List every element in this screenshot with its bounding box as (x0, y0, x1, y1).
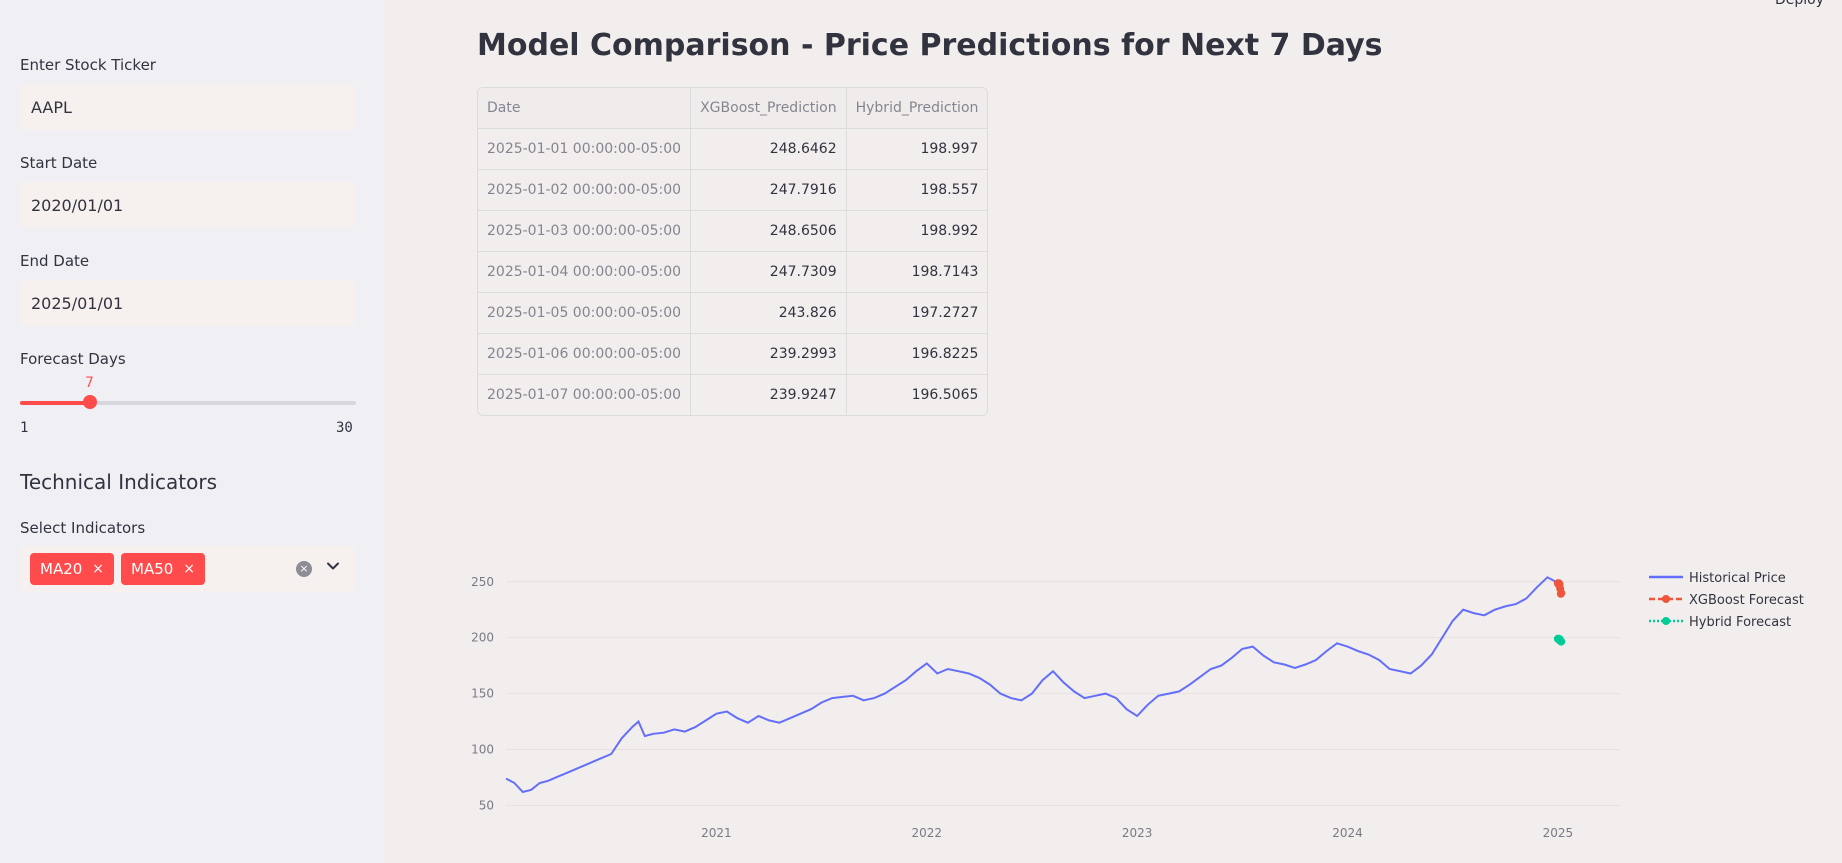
hybrid-cell: 198.557 (846, 169, 988, 211)
hybrid-cell: 197.2727 (846, 292, 988, 334)
table-row: 2025-01-04 00:00:00-05:00 247.7309 198.7… (478, 251, 988, 293)
forecast-days-label: Forecast Days (20, 350, 126, 368)
indicator-tag[interactable]: MA20 × (30, 553, 115, 585)
y-tick-label: 100 (471, 743, 494, 757)
date-cell: 2025-01-04 00:00:00-05:00 (478, 251, 692, 293)
column-header-date[interactable]: Date (478, 88, 692, 129)
column-header-hybrid[interactable]: Hybrid_Prediction (846, 88, 988, 129)
forecast-slider-value: 7 (85, 375, 94, 391)
tag-remove-icon[interactable]: × (92, 561, 105, 577)
y-tick-label: 250 (471, 575, 494, 589)
clear-all-icon[interactable]: × (296, 561, 312, 577)
select-indicators-label: Select Indicators (20, 519, 146, 537)
date-cell: 2025-01-07 00:00:00-05:00 (478, 374, 692, 415)
series-point (1557, 637, 1566, 646)
hybrid-cell: 198.7143 (846, 251, 988, 293)
xgboost-cell: 239.2993 (690, 333, 847, 375)
indicator-tag-label: MA50 (131, 560, 174, 578)
xgboost-cell: 243.826 (690, 292, 847, 334)
series-line (505, 576, 1557, 794)
predictions-table: Date XGBoost_Prediction Hybrid_Predictio… (477, 87, 989, 416)
legend-label: Historical Price (1689, 571, 1786, 586)
indicator-tag[interactable]: MA50 × (121, 553, 206, 585)
xgboost-cell: 248.6462 (690, 128, 847, 170)
xgboost-cell: 247.7309 (690, 251, 847, 293)
table-header-row: Date XGBoost_Prediction Hybrid_Predictio… (478, 88, 988, 129)
date-cell: 2025-01-06 00:00:00-05:00 (478, 333, 692, 375)
hybrid-cell: 198.992 (846, 210, 988, 252)
deploy-button[interactable]: Deploy (1774, 0, 1824, 8)
technical-indicators-heading: Technical Indicators (20, 470, 217, 494)
hybrid-cell: 196.5065 (911, 387, 979, 403)
forecast-slider-track[interactable] (20, 395, 356, 409)
indicators-multiselect[interactable]: MA20 × MA50 × × (20, 546, 356, 592)
hybrid-cell: 196.8225 (846, 333, 988, 375)
page-title: Model Comparison - Price Predictions for… (477, 28, 1383, 63)
ticker-input[interactable]: AAPL (20, 84, 356, 130)
legend-marker (1662, 617, 1670, 625)
table-row: 2025-01-07 00:00:00-05:00 239.9247 196.5… (478, 374, 987, 415)
start-date-input[interactable]: 2020/01/01 (20, 182, 356, 228)
table-row: 2025-01-06 00:00:00-05:00 239.2993 196.8… (478, 333, 988, 375)
y-tick-label: 150 (471, 687, 494, 701)
xgboost-cell: 239.9247 (690, 374, 847, 415)
date-cell: 2025-01-01 00:00:00-05:00 (478, 128, 692, 170)
forecast-slider-min: 1 (20, 420, 29, 436)
tag-remove-icon[interactable]: × (183, 561, 196, 577)
legend-label: Hybrid Forecast (1689, 615, 1791, 630)
ticker-label: Enter Stock Ticker (20, 56, 156, 74)
legend-label: XGBoost Forecast (1689, 593, 1804, 608)
x-tick-label: 2022 (911, 826, 942, 840)
chevron-down-icon[interactable] (326, 559, 340, 573)
x-tick-label: 2024 (1332, 826, 1363, 840)
forecast-slider-fill (20, 401, 90, 405)
table-row: 2025-01-01 00:00:00-05:00 248.6462 198.9… (478, 128, 988, 170)
table-row: 2025-01-05 00:00:00-05:00 243.826 197.27… (478, 292, 988, 334)
end-date-label: End Date (20, 252, 90, 270)
table-row: 2025-01-02 00:00:00-05:00 247.7916 198.5… (478, 169, 988, 211)
y-tick-label: 50 (479, 798, 494, 812)
column-header-xgboost[interactable]: XGBoost_Prediction (690, 88, 847, 129)
price-prediction-chart[interactable]: 50 100 150 200 250 2021 2022 2023 2024 2025 Histor… (456, 555, 1826, 855)
indicator-tag-label: MA20 (40, 560, 83, 578)
x-tick-label: 2021 (701, 826, 732, 840)
x-tick-label: 2025 (1543, 826, 1574, 840)
date-cell: 2025-01-05 00:00:00-05:00 (478, 292, 692, 334)
legend-marker (1662, 595, 1670, 603)
end-date-input[interactable]: 2025/01/01 (20, 280, 356, 326)
start-date-label: Start Date (20, 154, 98, 172)
xgboost-cell: 247.7916 (690, 169, 847, 211)
x-tick-label: 2023 (1122, 826, 1153, 840)
sidebar: Enter Stock Ticker AAPL Start Date 2020/… (0, 0, 384, 863)
table-row: 2025-01-03 00:00:00-05:00 248.6506 198.9… (478, 210, 988, 252)
series-point (1557, 589, 1566, 598)
date-cell: 2025-01-03 00:00:00-05:00 (478, 210, 692, 252)
xgboost-cell: 248.6506 (690, 210, 847, 252)
y-tick-label: 200 (471, 631, 494, 645)
hybrid-cell: 198.997 (846, 128, 988, 170)
forecast-slider-max: 30 (336, 420, 353, 436)
date-cell: 2025-01-02 00:00:00-05:00 (478, 169, 692, 211)
forecast-slider-thumb[interactable] (82, 395, 97, 409)
